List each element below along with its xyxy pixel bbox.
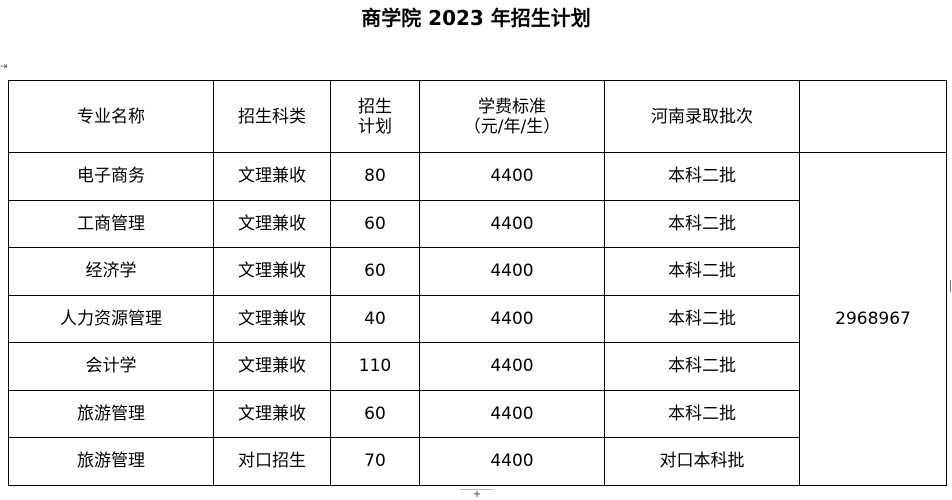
cell-batch: 本科二批 [604,247,800,296]
header-batch: 河南录取批次 [604,80,800,153]
table-row: 经济学 文理兼收 60 4400 本科二批 [8,247,947,296]
cell-tuition: 4400 [419,389,605,438]
cell-major: 电子商务 [8,152,214,201]
cell-category: 文理兼收 [213,294,331,343]
table-resize-handle[interactable] [946,280,951,292]
cell-plan: 60 [330,247,420,296]
add-row-button[interactable]: + [460,489,494,500]
cell-tuition: 4400 [419,247,605,296]
table-row: 人力资源管理 文理兼收 40 4400 本科二批 [8,294,947,343]
cell-plan: 40 [330,294,420,343]
cell-batch: 对口本科批 [604,437,800,486]
cell-tuition: 4400 [419,199,605,248]
cell-plan: 60 [330,199,420,248]
cell-category: 文理兼收 [213,199,331,248]
cell-tuition: 4400 [419,342,605,391]
cell-major: 旅游管理 [8,437,214,486]
cell-major: 旅游管理 [8,389,214,438]
cell-major: 工商管理 [8,199,214,248]
table-row: 电子商务 文理兼收 80 4400 本科二批 2968967 [8,152,947,486]
cell-batch: 本科二批 [604,199,800,248]
cell-category: 文理兼收 [213,152,331,201]
header-tuition-line1: 学费标准 [478,96,546,117]
document-title: 商学院 2023 年招生计划 [361,6,591,30]
cell-category: 文理兼收 [213,342,331,391]
cell-major: 经济学 [8,247,214,296]
cell-batch: 本科二批 [604,294,800,343]
table-move-handle-icon[interactable]: ⇥ [0,62,8,72]
cell-batch: 本科二批 [604,342,800,391]
cell-plan: 60 [330,389,420,438]
table-row: 旅游管理 对口招生 70 4400 对口本科批 [8,437,947,486]
cell-plan: 110 [330,342,420,391]
cell-batch: 本科二批 [604,152,800,201]
cell-tuition: 4400 [419,152,605,201]
cell-major: 会计学 [8,342,214,391]
header-category: 招生科类 [213,80,331,153]
header-plan-line1: 招生 [358,96,392,117]
merged-value-cell: 2968967 [799,152,947,486]
table-row: 旅游管理 文理兼收 60 4400 本科二批 [8,389,947,438]
header-plan: 招生 计划 [330,80,420,153]
cell-category: 对口招生 [213,437,331,486]
cell-plan: 70 [330,437,420,486]
cell-category: 文理兼收 [213,247,331,296]
header-extra [799,80,947,153]
header-major: 专业名称 [8,80,214,153]
cell-tuition: 4400 [419,437,605,486]
cell-plan: 80 [330,152,420,201]
table-header-row: 专业名称 招生科类 招生 计划 学费标准 （元/年/生） 河南录取批次 [8,80,947,153]
header-tuition-line2: （元/年/生） [463,116,561,137]
enrollment-plan-table: 专业名称 招生科类 招生 计划 学费标准 （元/年/生） 河南录取批次 电子商务… [8,80,947,486]
cell-major: 人力资源管理 [8,294,214,343]
table-row: 工商管理 文理兼收 60 4400 本科二批 [8,199,947,248]
cell-tuition: 4400 [419,294,605,343]
cell-category: 文理兼收 [213,389,331,438]
header-plan-line2: 计划 [358,116,392,137]
header-tuition: 学费标准 （元/年/生） [419,80,605,153]
table-row: 会计学 文理兼收 110 4400 本科二批 [8,342,947,391]
cell-batch: 本科二批 [604,389,800,438]
